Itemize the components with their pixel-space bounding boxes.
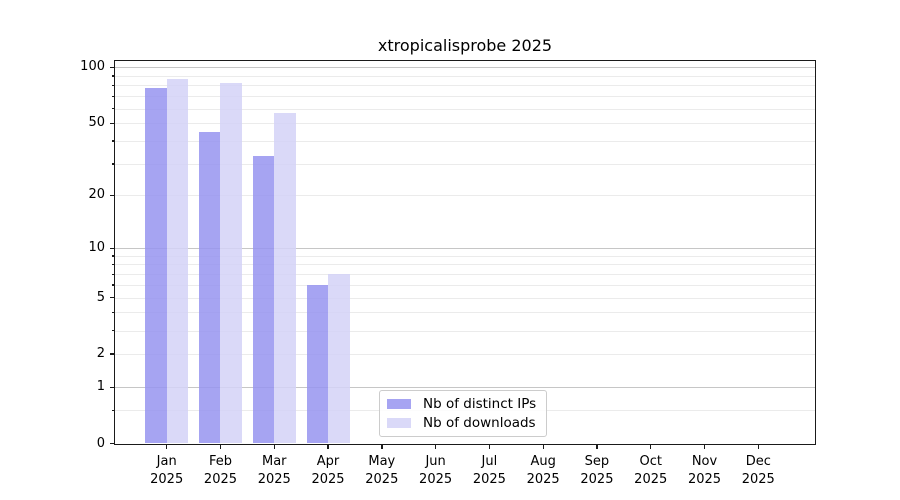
x-tick-label: May 2025 [365,454,399,487]
y-tick-label: 10 [88,240,105,256]
gridline-minor [115,284,815,286]
y-tick-mark [109,247,115,249]
x-tick-label: Feb 2025 [203,454,238,487]
x-tick-label: Nov 2025 [687,454,722,487]
y-minor-tick-mark [112,255,115,257]
legend-item-downloads: Nb of downloads [387,414,546,431]
x-tick-label: Sep 2025 [580,454,614,487]
y-tick-mark [109,297,115,299]
gridline-minor [115,353,815,355]
x-tick-label: Dec 2025 [741,454,775,487]
bar-distinct-ips [306,284,329,444]
legend: Nb of distinct IPs Nb of downloads [379,390,547,437]
gridline-minor [115,255,815,257]
bar-distinct-ips [252,156,275,444]
gridline-major [115,387,815,389]
y-minor-tick-mark [112,330,115,332]
bar-downloads [220,83,242,444]
y-minor-tick-mark [112,95,115,97]
gridline-minor [115,108,815,110]
x-tick-mark [219,443,222,449]
gridline-minor [115,163,815,165]
y-tick-mark [109,194,115,197]
x-tick-mark [703,443,706,449]
chart-title: xtropicalisprobe 2025 [377,36,553,55]
bar-distinct-ips [145,87,167,444]
x-tick-label: Oct 2025 [634,454,668,487]
x-tick-mark [381,443,383,449]
y-tick-mark [109,443,115,445]
gridline-major [115,248,815,250]
gridline-minor [115,312,815,314]
y-minor-tick-mark [112,163,115,165]
bar-downloads [166,78,189,444]
y-minor-tick-mark [112,273,115,275]
x-tick-mark [757,443,759,449]
y-tick-label: 0 [96,435,105,451]
gridline-minor [115,85,815,87]
y-tick-mark [109,386,115,388]
y-minor-tick-mark [112,311,115,314]
legend-label-distinct-ips: Nb of distinct IPs [423,395,537,412]
bar-downloads [328,274,350,444]
x-tick-label: Jan 2025 [150,454,184,487]
y-minor-tick-mark [112,409,115,412]
x-tick-mark [650,443,652,449]
y-minor-tick-mark [112,108,115,110]
x-tick-label: Apr 2025 [311,454,345,487]
y-tick-mark [109,66,115,69]
legend-item-distinct-ips: Nb of distinct IPs [387,395,546,412]
x-tick-label: Jul 2025 [472,454,506,487]
x-tick-mark [273,443,275,449]
bar-distinct-ips [198,131,221,444]
y-tick-mark [109,122,115,124]
gridline-minor [115,330,815,332]
y-tick-label: 20 [88,187,105,203]
y-tick-label: 100 [80,59,105,75]
legend-swatch-downloads [387,418,411,428]
y-minor-tick-mark [112,263,115,266]
gridline-minor [115,140,815,142]
y-minor-tick-mark [112,140,115,142]
y-tick-label: 50 [88,115,105,131]
gridline-minor [115,297,815,299]
x-tick-label: Mar 2025 [257,454,291,487]
x-tick-label: Aug 2025 [526,454,560,487]
gridline-minor [115,123,815,125]
x-tick-label: Jun 2025 [419,454,453,487]
y-minor-tick-mark [112,284,115,286]
x-tick-mark [435,443,437,449]
bar-downloads [274,112,296,444]
gridline-minor [115,195,815,197]
y-tick-label: 5 [96,289,105,305]
gridline-major [115,67,815,69]
x-tick-mark [166,443,168,449]
x-tick-mark [488,443,491,449]
x-tick-mark [596,443,598,449]
y-tick-mark [109,353,115,355]
x-tick-mark [327,443,329,449]
gridline-minor [115,264,815,266]
gridline-minor [115,274,815,276]
y-minor-tick-mark [112,84,115,87]
y-minor-tick-mark [112,75,115,77]
gridline-minor [115,96,815,98]
legend-swatch-distinct-ips [387,399,411,409]
gridline-minor [115,75,815,77]
y-tick-label: 1 [96,379,105,395]
y-tick-label: 2 [96,345,105,361]
x-tick-mark [542,443,544,449]
legend-label-downloads: Nb of downloads [423,414,536,431]
